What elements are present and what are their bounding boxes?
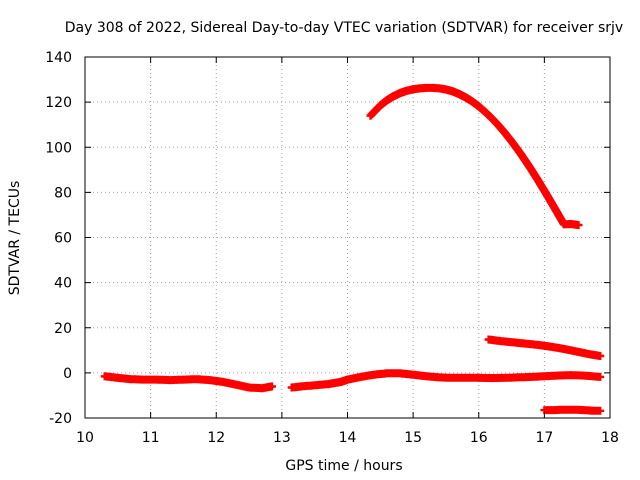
series-segment-4 — [484, 335, 605, 360]
x-tick-label: 18 — [601, 430, 619, 446]
grid-lines — [85, 57, 610, 418]
y-tick-label: -20 — [49, 411, 72, 427]
data-series — [100, 83, 605, 415]
series-markers — [366, 83, 583, 230]
y-tick-label: 40 — [54, 276, 72, 292]
y-tick-label: 60 — [54, 231, 72, 247]
series-segment-5 — [540, 405, 605, 415]
y-tick-label: 100 — [45, 140, 72, 156]
y-tick-label: 140 — [45, 50, 72, 66]
y-tick-label: 0 — [63, 366, 72, 382]
series-segment-2 — [287, 369, 605, 392]
y-axis-label: SDTVAR / TECUs — [7, 181, 23, 296]
x-tick-label: 11 — [142, 430, 160, 446]
x-tick-label: 12 — [207, 430, 225, 446]
y-tick-label: 80 — [54, 185, 72, 201]
chart-title: Day 308 of 2022, Sidereal Day-to-day VTE… — [65, 20, 623, 36]
series-markers — [484, 335, 605, 360]
series-markers — [287, 369, 605, 392]
x-tick-label: 14 — [339, 430, 357, 446]
y-tick-label: 20 — [54, 321, 72, 337]
series-segment-1 — [100, 372, 276, 393]
series-markers — [100, 372, 276, 393]
x-tick-label: 10 — [76, 430, 94, 446]
x-tick-label: 15 — [404, 430, 422, 446]
axis-ticks: 10 11 12 13 14 15 16 17 18 -20 0 20 40 60 80 100 120 140 — [45, 50, 619, 446]
x-axis-label: GPS time / hours — [285, 458, 402, 474]
x-tick-label: 16 — [470, 430, 488, 446]
x-tick-label: 13 — [273, 430, 291, 446]
y-tick-label: 120 — [45, 95, 72, 111]
series-markers — [540, 405, 605, 415]
series-segment-3 — [366, 83, 583, 230]
x-tick-label: 17 — [535, 430, 553, 446]
